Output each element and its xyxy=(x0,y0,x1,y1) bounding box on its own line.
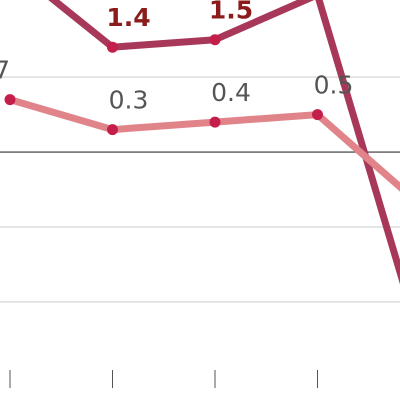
series-line xyxy=(48,0,400,285)
data-label: 0.5 xyxy=(314,71,354,100)
point xyxy=(4,94,16,106)
data-label: 1.4 xyxy=(106,3,150,32)
data-label: 0.3 xyxy=(109,86,149,115)
data-label: 1.5 xyxy=(209,0,253,25)
data-label: 0.4 xyxy=(211,78,251,107)
point xyxy=(107,41,118,53)
point xyxy=(209,34,221,46)
point xyxy=(209,116,221,128)
point xyxy=(312,109,323,121)
point xyxy=(107,124,118,136)
data-label: 0.7 xyxy=(0,56,10,85)
